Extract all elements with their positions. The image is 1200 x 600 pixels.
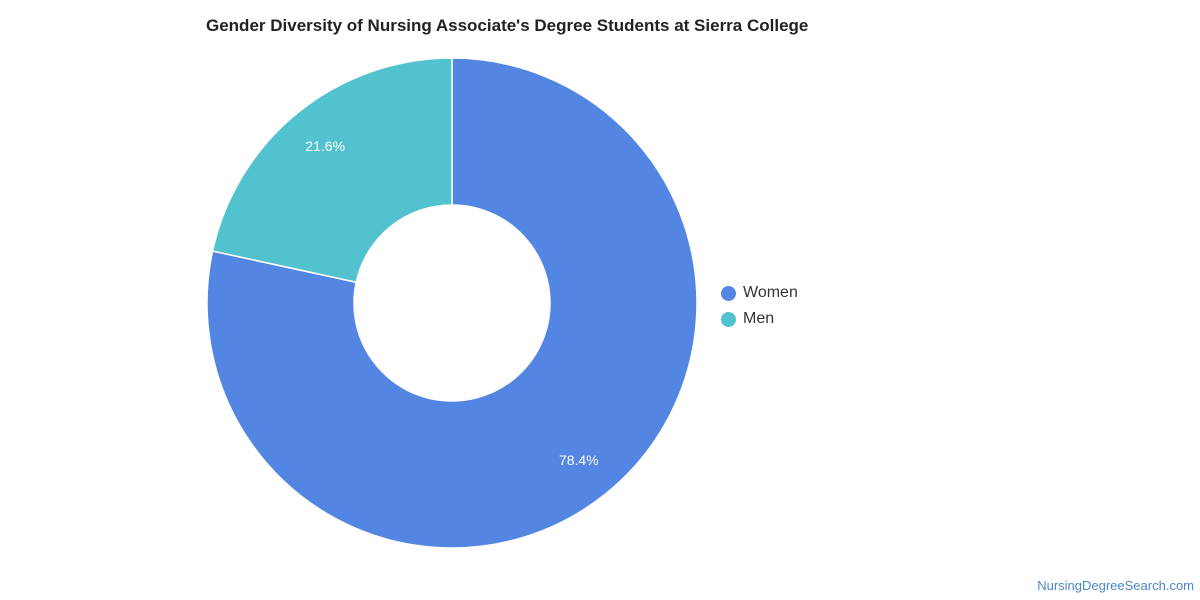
slice-women[interactable] (206, 57, 698, 549)
watermark-link[interactable]: NursingDegreeSearch.com (1037, 578, 1194, 593)
legend-item-women[interactable]: Women (721, 280, 798, 306)
legend-item-men[interactable]: Men (721, 306, 798, 332)
legend-label-women: Women (743, 284, 798, 301)
data-label-men: 21.6% (305, 138, 345, 154)
chart-title: Gender Diversity of Nursing Associate's … (206, 16, 809, 35)
legend-label-men: Men (743, 310, 775, 327)
legend-swatch-men (721, 311, 736, 327)
data-label-women: 78.4% (559, 452, 599, 468)
slice-men[interactable] (211, 57, 453, 284)
legend-swatch-women (721, 285, 736, 301)
legend: Women Men (721, 280, 798, 332)
